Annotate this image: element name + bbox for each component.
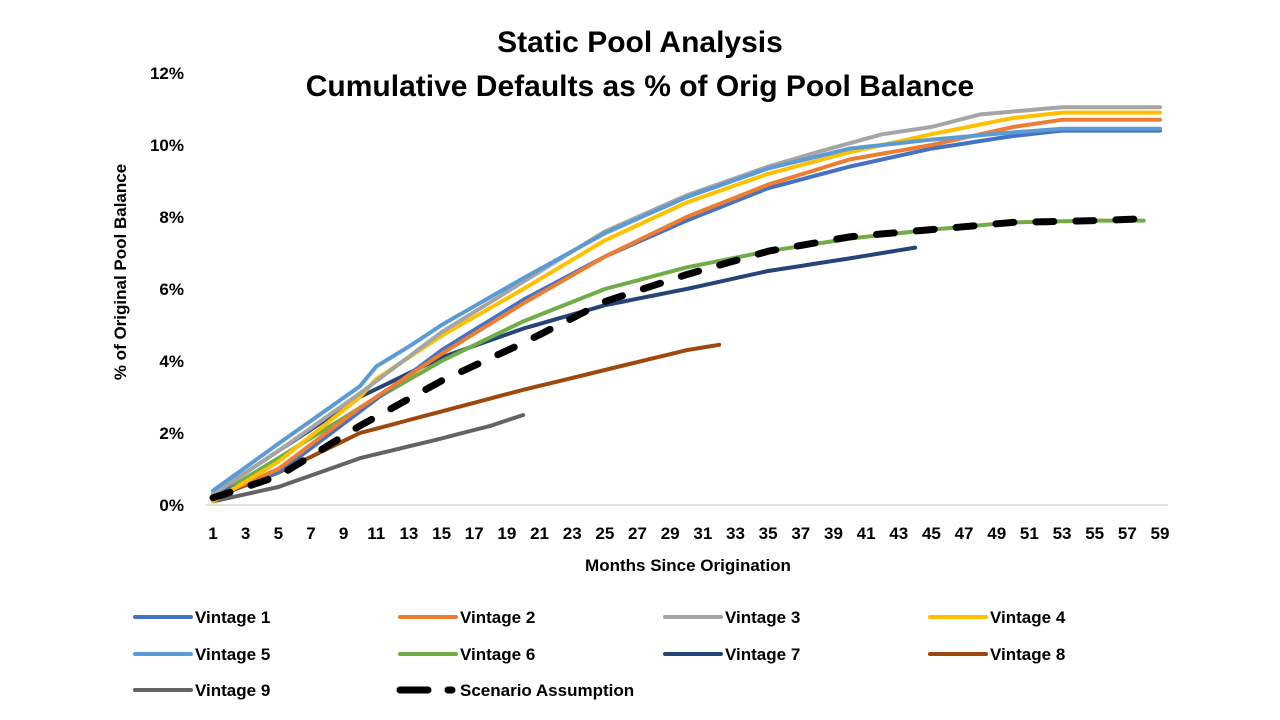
y-tick-label: 0% [159, 496, 184, 515]
x-axis-label: Months Since Origination [585, 556, 791, 575]
legend-label: Vintage 2 [460, 608, 535, 627]
y-tick-label: 4% [159, 352, 184, 371]
legend-label: Vintage 6 [460, 645, 535, 664]
x-tick-label: 7 [306, 524, 315, 543]
y-tick-label: 10% [150, 136, 184, 155]
x-tick-label: 45 [922, 524, 941, 543]
y-tick-label: 2% [159, 424, 184, 443]
series-line-vintage-1 [211, 128, 1162, 497]
x-tick-label: 21 [530, 524, 549, 543]
x-tick-label: 39 [824, 524, 843, 543]
series-line-vintage-4 [211, 110, 1162, 504]
x-axis-ticks: 1 3 5 7 9 11 13 15 17 19 21 23 25 27 29 31 33 35 37 39 41 43 4… [208, 524, 1169, 543]
x-tick-label: 43 [889, 524, 908, 543]
x-tick-label: 47 [955, 524, 974, 543]
x-tick-label: 3 [241, 524, 250, 543]
series-lines [209, 105, 1162, 504]
legend-item: Vintage 7 [663, 645, 800, 664]
series-line-vintage-6 [211, 218, 1146, 500]
y-tick-label: 12% [150, 64, 184, 83]
chart-title-line-1: Static Pool Analysis [497, 26, 783, 59]
legend-label: Vintage 7 [725, 645, 800, 664]
legend-label: Vintage 1 [195, 608, 270, 627]
x-tick-label: 37 [791, 524, 810, 543]
legend: Vintage 1 Vintage 2 Vintage 3 Vintage 4 Vint… [133, 608, 1066, 700]
x-tick-label: 33 [726, 524, 745, 543]
series-line-scenario-assumption [209, 215, 1148, 502]
legend-label: Vintage 9 [195, 681, 270, 700]
x-tick-label: 17 [465, 524, 484, 543]
x-tick-label: 31 [693, 524, 712, 543]
x-tick-label: 9 [339, 524, 348, 543]
legend-item: Vintage 5 [133, 645, 270, 664]
x-tick-label: 55 [1085, 524, 1104, 543]
legend-label: Scenario Assumption [460, 681, 634, 700]
legend-item: Vintage 8 [928, 645, 1065, 664]
x-tick-label: 59 [1151, 524, 1170, 543]
series-line-vintage-2 [211, 117, 1162, 500]
x-tick-label: 23 [563, 524, 582, 543]
legend-item: Vintage 9 [133, 681, 270, 700]
x-tick-label: 49 [987, 524, 1006, 543]
x-tick-label: 27 [628, 524, 647, 543]
legend-item: Vintage 6 [398, 645, 535, 664]
x-tick-label: 11 [367, 524, 385, 543]
x-tick-label: 25 [595, 524, 614, 543]
x-tick-label: 19 [497, 524, 516, 543]
legend-item: Scenario Assumption [396, 681, 634, 700]
x-tick-label: 5 [274, 524, 283, 543]
x-tick-label: 51 [1020, 524, 1039, 543]
chart-title-line-2: Cumulative Defaults as % of Orig Pool Ba… [306, 70, 975, 103]
x-tick-label: 15 [432, 524, 451, 543]
x-tick-label: 57 [1118, 524, 1137, 543]
legend-label: Vintage 5 [195, 645, 270, 664]
series-line-vintage-9 [211, 413, 526, 504]
x-tick-label: 1 [208, 524, 217, 543]
y-tick-label: 8% [159, 208, 184, 227]
series-line-vintage-7 [211, 245, 918, 497]
x-tick-label: 53 [1053, 524, 1072, 543]
legend-item: Vintage 3 [663, 608, 800, 627]
y-axis-ticks: 0% 2% 4% 6% 8% 10% 12% [150, 64, 184, 515]
x-tick-label: 29 [661, 524, 680, 543]
x-tick-label: 13 [399, 524, 418, 543]
legend-label: Vintage 8 [990, 645, 1065, 664]
legend-item: Vintage 1 [133, 608, 270, 627]
y-tick-label: 6% [159, 280, 184, 299]
legend-label: Vintage 3 [725, 608, 800, 627]
x-tick-label: 41 [857, 524, 876, 543]
legend-item: Vintage 2 [398, 608, 535, 627]
legend-item: Vintage 4 [928, 608, 1066, 627]
x-tick-label: 35 [759, 524, 778, 543]
y-axis-label: % of Original Pool Balance [111, 164, 130, 380]
legend-label: Vintage 4 [990, 608, 1066, 627]
series-line-vintage-5 [211, 126, 1162, 493]
